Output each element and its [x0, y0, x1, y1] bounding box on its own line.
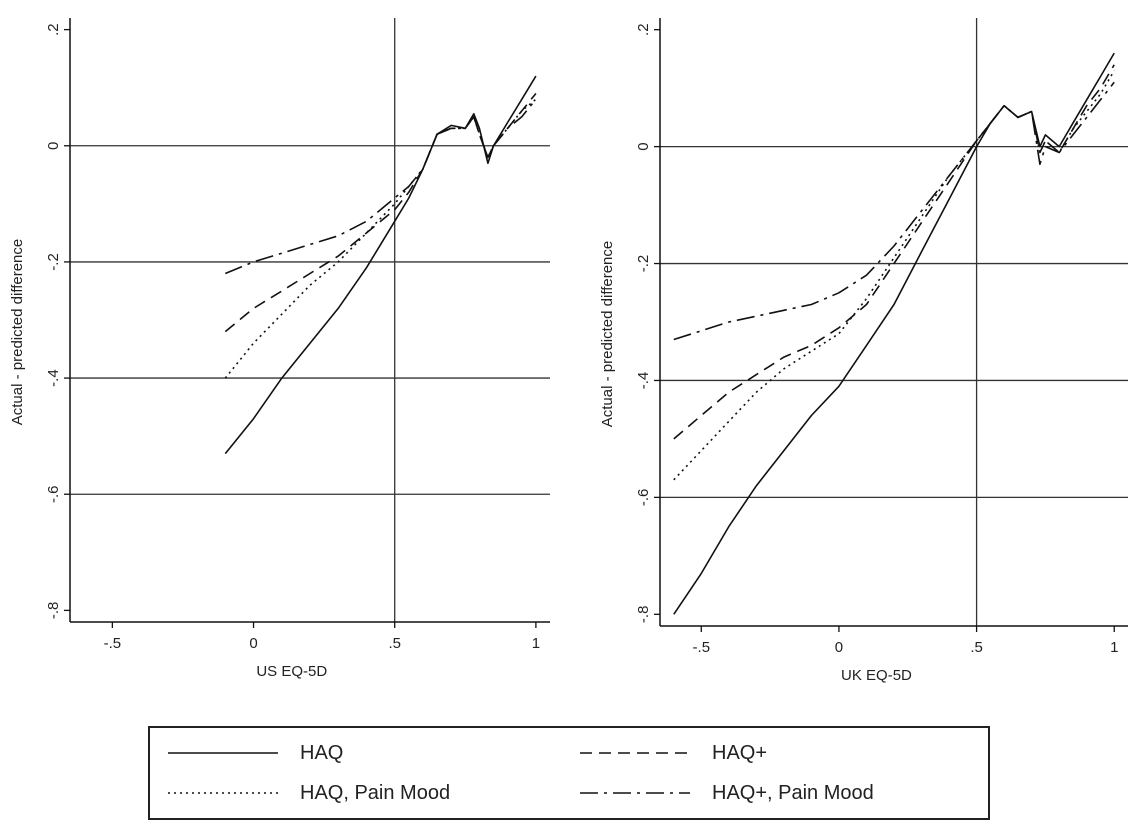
panel1-x-tick-label: -.5 [104, 635, 122, 652]
legend-item-haq: HAQ [168, 738, 343, 768]
panel2-y-tick-label: -.8 [635, 606, 652, 624]
panel2-y-axis-title: Actual - predicted difference [599, 241, 616, 428]
legend-swatch-dashdot [580, 792, 690, 794]
panel1-x-tick-label: 1 [532, 635, 540, 652]
panel2-series-haq-pain-mood [673, 70, 1115, 481]
panel2-x-axis-title: UK EQ-5D [841, 667, 912, 684]
legend-label-haq-pain-mood: HAQ, Pain Mood [300, 781, 451, 804]
legend-swatch-dotted [168, 792, 278, 794]
panel1-y-tick-label: 0 [45, 142, 62, 150]
panel1-x-tick-label: 0 [249, 635, 257, 652]
panel2-x-tick-label: .5 [970, 639, 983, 656]
legend-item-haq-plus: HAQ+ [580, 738, 767, 768]
panel1-series-haq-pain-mood [224, 98, 537, 379]
legend-swatch-solid [168, 752, 278, 754]
panel2-series-haq-plus-pain-mood [673, 81, 1115, 341]
legend: HAQ HAQ+ HAQ, Pain Mood HAQ+, Pain Mood [148, 726, 990, 820]
legend-label-haq: HAQ [300, 741, 344, 764]
panel1-x-axis-title: US EQ-5D [256, 663, 327, 680]
panel1-series-haq-plus-pain-mood [224, 98, 537, 275]
panel1-series-haq [224, 75, 537, 455]
panel2-series-haq-plus [673, 64, 1115, 440]
panel2-y-tick-label: -.4 [635, 372, 652, 390]
panel1-y-tick-label: -.6 [45, 485, 62, 503]
panel2-series-haq [673, 52, 1115, 615]
panel2-x-tick-label: 1 [1110, 639, 1118, 656]
panel2-y-tick-label: 0 [635, 142, 652, 150]
legend-item-haq-plus-pain-mood: HAQ+, Pain Mood [580, 778, 874, 808]
panel1-y-tick-label: -.4 [45, 369, 62, 387]
legend-swatch-dashed [580, 752, 690, 754]
panel1-y-tick-label: -.8 [45, 602, 62, 620]
panel1-y-tick-label: -.2 [45, 253, 62, 271]
legend-item-haq-pain-mood: HAQ, Pain Mood [168, 778, 450, 808]
panel1-x-tick-label: .5 [388, 635, 401, 652]
legend-label-haq-plus-pain-mood: HAQ+, Pain Mood [712, 781, 874, 804]
panel2-y-tick-label: .2 [635, 23, 652, 36]
panel2-x-tick-label: -.5 [693, 639, 711, 656]
legend-label-haq-plus: HAQ+ [712, 741, 768, 764]
panel2-y-tick-label: -.6 [635, 489, 652, 507]
panel2-x-tick-label: 0 [835, 639, 843, 656]
figure: -.8 -.6 -.4 -.2 0 .2 -.5 0 .5 1 US EQ-5D Actual - p… [9, 18, 1128, 684]
panel1-series-haq-plus [224, 92, 537, 333]
panel1-y-tick-label: .2 [45, 23, 62, 36]
panel2-y-tick-label: -.2 [635, 255, 652, 273]
panel1-y-axis-title: Actual - predicted difference [9, 239, 26, 426]
